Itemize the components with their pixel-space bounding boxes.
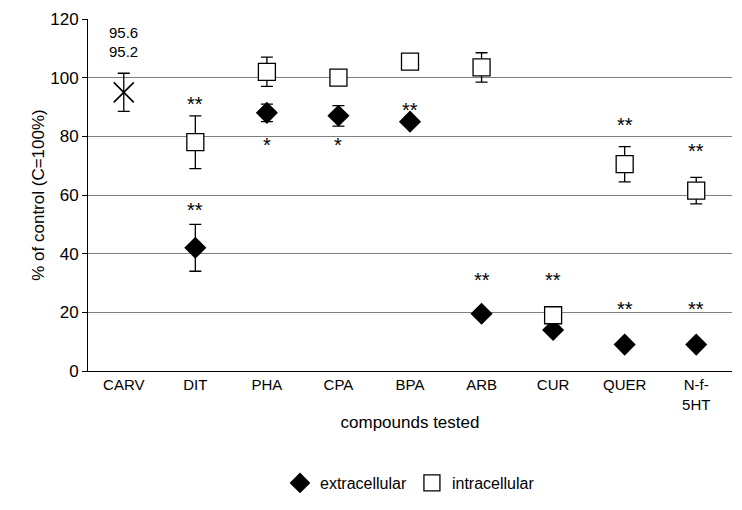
svg-text:N-f-5HT: N-f-5HT — [682, 376, 710, 413]
svg-text:0: 0 — [69, 362, 78, 381]
svg-text:40: 40 — [60, 245, 79, 264]
svg-text:**: ** — [474, 269, 490, 291]
svg-text:compounds tested: compounds tested — [341, 413, 480, 432]
svg-text:extracellular: extracellular — [320, 475, 407, 492]
svg-text:80: 80 — [60, 127, 79, 146]
svg-text:% of control (C=100%): % of control (C=100%) — [29, 109, 48, 281]
svg-text:CUR: CUR — [537, 376, 570, 393]
svg-text:intracellular: intracellular — [452, 475, 534, 492]
svg-text:PHA: PHA — [251, 376, 282, 393]
svg-text:ARB: ARB — [466, 376, 497, 393]
svg-text:100: 100 — [50, 69, 78, 88]
svg-text:**: ** — [187, 93, 203, 115]
svg-text:**: ** — [545, 269, 561, 291]
svg-text:QUER: QUER — [603, 376, 647, 393]
svg-text:**: ** — [617, 298, 633, 320]
svg-text:*: * — [263, 134, 271, 156]
svg-text:**: ** — [187, 199, 203, 221]
svg-text:120: 120 — [50, 10, 78, 29]
svg-text:95.2: 95.2 — [109, 43, 138, 60]
svg-text:**: ** — [688, 140, 704, 162]
svg-text:*: * — [334, 134, 342, 156]
svg-text:95.6: 95.6 — [109, 24, 138, 41]
svg-text:**: ** — [688, 298, 704, 320]
svg-text:60: 60 — [60, 186, 79, 205]
svg-text:CPA: CPA — [324, 376, 354, 393]
svg-text:20: 20 — [60, 303, 79, 322]
svg-text:BPA: BPA — [396, 376, 425, 393]
svg-text:**: ** — [617, 114, 633, 136]
svg-text:CARV: CARV — [103, 376, 144, 393]
svg-text:DIT: DIT — [183, 376, 207, 393]
svg-text:**: ** — [402, 99, 418, 121]
